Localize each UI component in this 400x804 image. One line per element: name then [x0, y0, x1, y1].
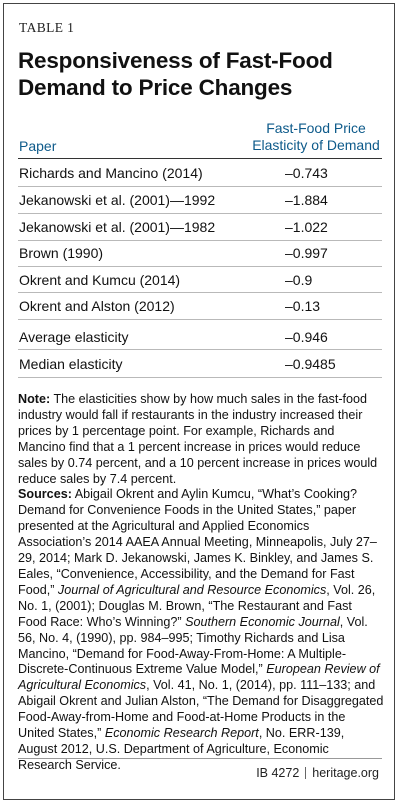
footer-separator	[305, 767, 307, 779]
source-journal-title: European Review of Agricultural Economic…	[18, 662, 380, 693]
source-text-segment: Abigail Okrent and Aylin Kumcu, “What’s …	[18, 487, 377, 597]
note-text: The elasticities show by how much sales …	[18, 392, 378, 486]
source-journal-title: Journal of Agricultural and Resource Eco…	[57, 582, 327, 597]
sources-text: Abigail Okrent and Aylin Kumcu, “What’s …	[18, 487, 383, 771]
table-frame	[3, 3, 395, 800]
table-row-paper: Brown (1990)	[19, 245, 104, 261]
source-text-segment: , No. ERR-139, August 2012, U.S. Departm…	[18, 726, 345, 772]
column-header-elasticity-line-1: Fast-Food Price	[266, 120, 366, 136]
source-journal-title: Southern Economic Journal	[185, 614, 340, 629]
table-row-elasticity: –0.997	[285, 245, 328, 261]
table-row-paper: Jekanowski et al. (2001)—1992	[19, 192, 216, 208]
table-label: TABLE 1	[19, 20, 75, 35]
row-divider	[18, 349, 382, 350]
note-label: Note:	[18, 392, 51, 406]
footer-site: heritage.org	[312, 766, 379, 780]
row-divider	[18, 213, 382, 214]
table-row-elasticity: –1.022	[285, 219, 328, 235]
column-header-paper: Paper	[19, 138, 57, 154]
column-header-elasticity-line-2: Elasticity of Demand	[252, 137, 380, 153]
source-text-segment: , Vol. 26, No. 1, (2001); Douglas M. Bro…	[18, 582, 376, 629]
source-text-segment: , Vol. 41, No. 1, (2014), pp. 111–133; a…	[18, 678, 384, 741]
summary-row-value: –0.9485	[285, 356, 336, 372]
row-divider	[18, 266, 382, 267]
table-row-elasticity: –0.13	[285, 298, 321, 314]
page-title: Responsiveness of Fast-Food Demand to Pr…	[18, 47, 333, 101]
row-divider	[18, 186, 382, 187]
header-divider	[18, 158, 382, 159]
row-divider	[18, 377, 382, 378]
footer-divider	[18, 758, 382, 759]
sources-paragraph: Sources: Abigail Okrent and Aylin Kumcu,…	[18, 487, 384, 773]
title-line-1: Responsiveness of Fast-Food	[18, 48, 333, 73]
column-header-elasticity: Fast-Food Price Elasticity of Demand	[246, 120, 386, 154]
source-journal-title: Economic Research Report	[104, 726, 259, 741]
footer: IB 4272 heritage.org	[256, 766, 379, 780]
title-line-2: Demand to Price Changes	[18, 75, 293, 100]
note-paragraph: Note: The elasticities show by how much …	[18, 392, 384, 487]
notes-block: Note: The elasticities show by how much …	[18, 392, 384, 774]
summary-row-label: Average elasticity	[19, 329, 129, 345]
source-text-segment: , Vol. 56, No. 4, (1990), pp. 984–995; T…	[18, 614, 368, 677]
table-row-paper: Okrent and Alston (2012)	[19, 298, 175, 314]
sources-label: Sources:	[18, 487, 72, 502]
row-divider	[18, 319, 382, 320]
table-row-elasticity: –0.9	[285, 272, 313, 288]
table-row-paper: Jekanowski et al. (2001)—1982	[19, 219, 216, 235]
table-row-elasticity: –0.743	[285, 165, 328, 181]
summary-row-label: Median elasticity	[19, 356, 123, 372]
summary-row-value: –0.946	[285, 329, 328, 345]
footer-code: IB 4272	[256, 766, 300, 780]
table-row-paper: Richards and Mancino (2014)	[19, 165, 203, 181]
row-divider	[18, 292, 382, 293]
row-divider	[18, 240, 382, 241]
table-row-elasticity: –1.884	[285, 192, 328, 208]
table-row-paper: Okrent and Kumcu (2014)	[19, 272, 181, 288]
